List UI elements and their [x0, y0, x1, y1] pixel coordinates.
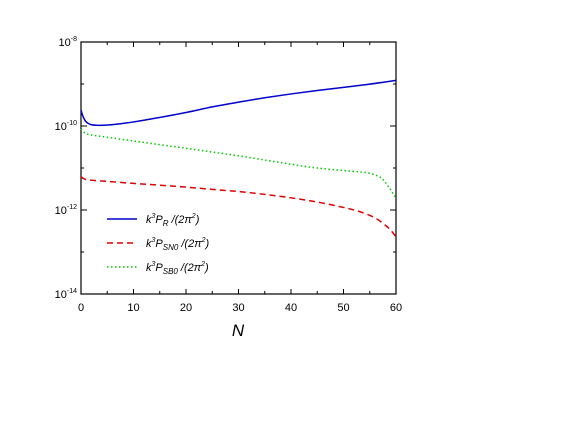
legend-label-2: k3PSN0 /(2π2): [146, 237, 209, 252]
series-line-3: [80, 128, 397, 199]
x-axis-ticks: 0 10 20 30 40 50 60: [78, 42, 402, 314]
x-tick-label: 10: [127, 302, 139, 314]
series-layer: [80, 79, 397, 238]
y-tick-label: 10-12: [55, 204, 77, 217]
series-line-1: [80, 79, 397, 127]
y-tick-label: 10-14: [55, 288, 77, 301]
x-tick-label: 30: [232, 302, 244, 314]
x-tick-label: 20: [180, 302, 192, 314]
legend: k3PR /(2π2) k3PSN0 /(2π2) k3PSB0 /(2π2): [107, 213, 209, 276]
legend-label-1: k3PR /(2π2): [146, 213, 200, 228]
y-axis-ticks: 10-8 10-10 10-12 10-14: [55, 36, 396, 301]
legend-label-3: k3PSB0 /(2π2): [146, 261, 209, 276]
plot-area: [80, 41, 397, 295]
y-tick-label: 10-8: [59, 36, 78, 49]
x-tick-label: 50: [337, 302, 349, 314]
x-tick-label: 60: [390, 302, 402, 314]
x-tick-label: 40: [285, 302, 297, 314]
plot-frame: [80, 41, 397, 295]
x-axis-title: N: [232, 321, 245, 340]
series-line-2: [80, 176, 397, 238]
y-tick-label: 10-10: [55, 120, 77, 133]
x-tick-label: 0: [78, 302, 84, 314]
